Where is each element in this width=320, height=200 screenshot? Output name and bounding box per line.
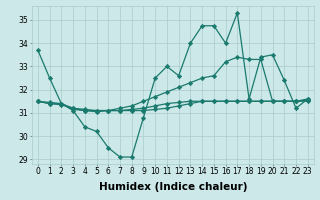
X-axis label: Humidex (Indice chaleur): Humidex (Indice chaleur) [99, 182, 247, 192]
